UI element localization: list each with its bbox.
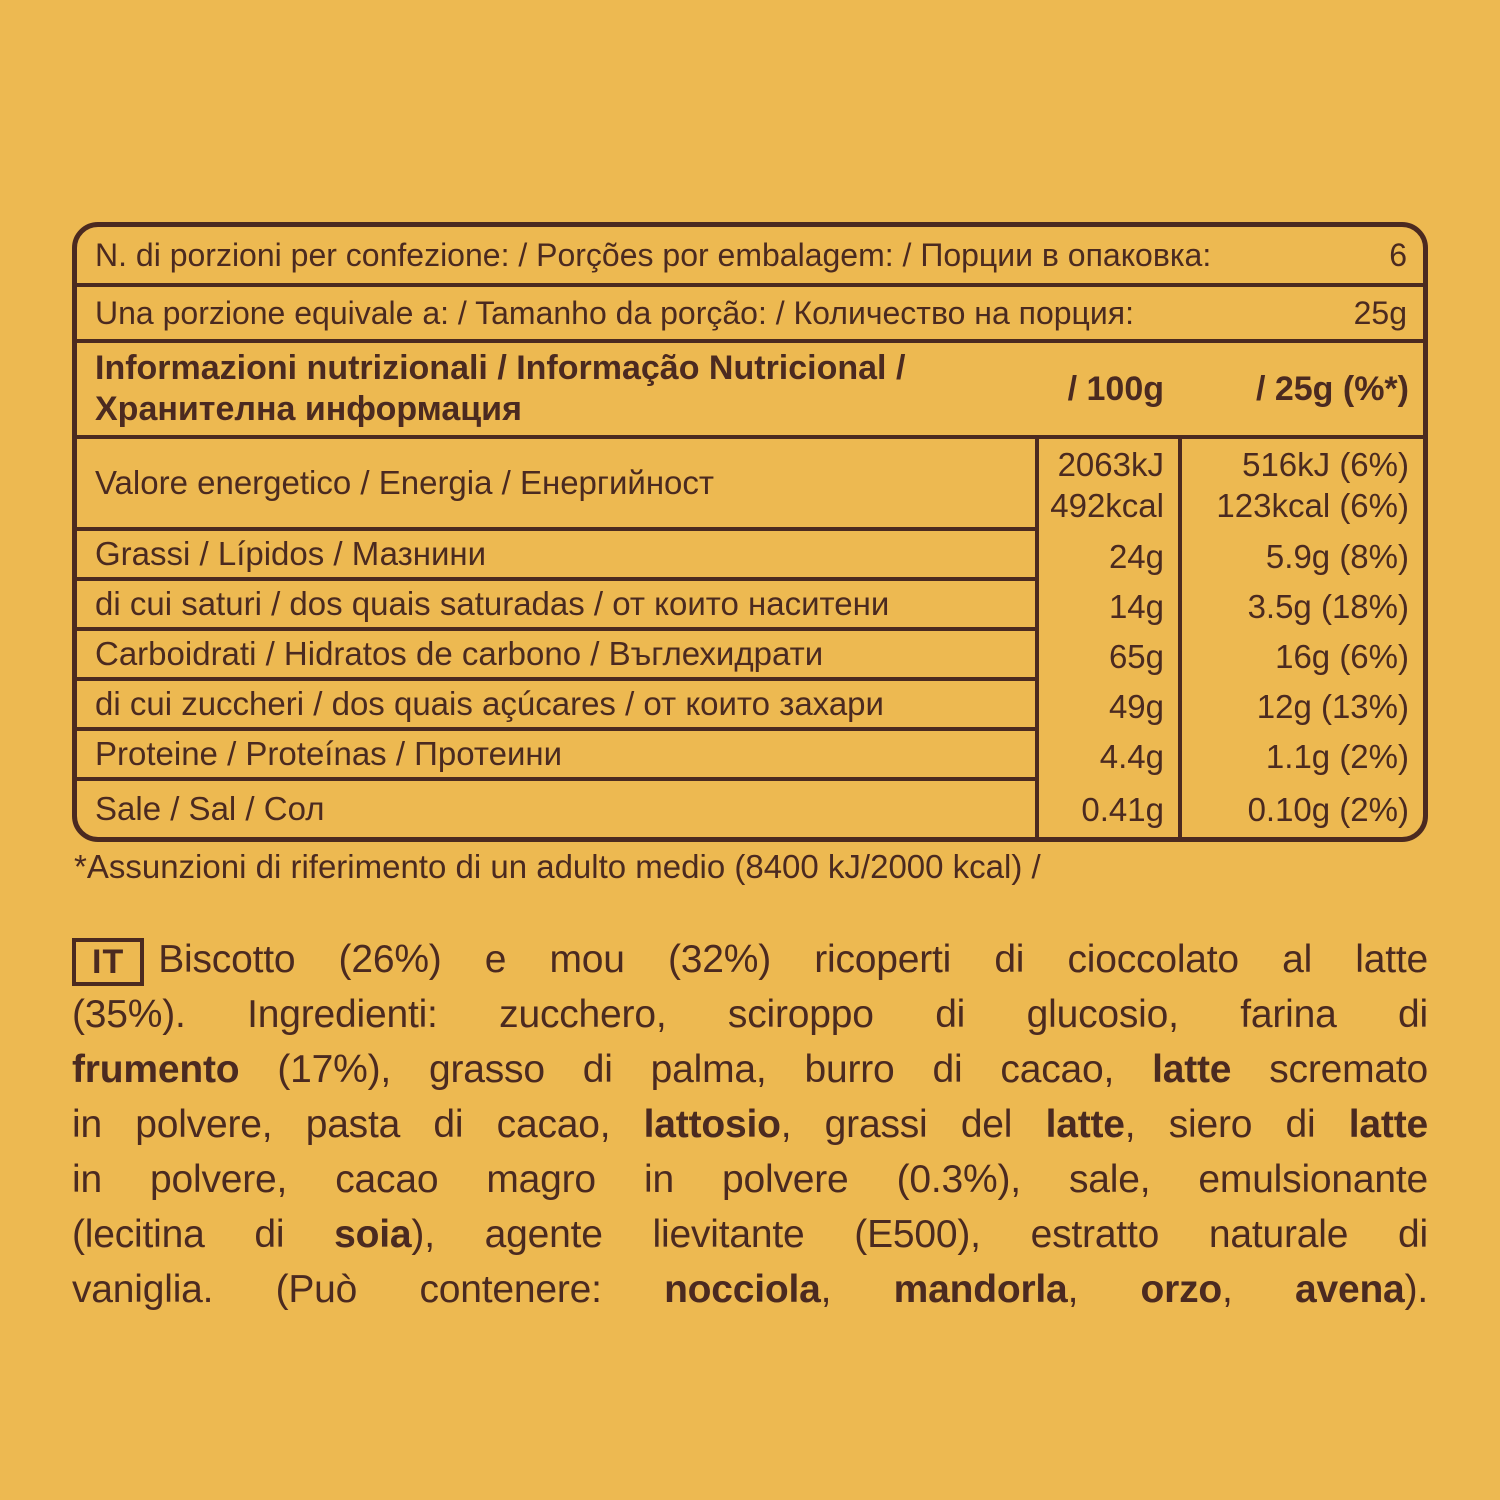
ingredient-text: , siero di <box>1124 1103 1349 1146</box>
nutrient-label-saturates: di cui saturi / dos quais saturadas / от… <box>77 581 1035 631</box>
carbohydrate-per-25g: 16g (6%) <box>1178 631 1423 681</box>
ingredients-line: in polvere, pasta di cacao, lattosio, gr… <box>72 1097 1428 1152</box>
nutrient-label-carbohydrate: Carboidrati / Hidratos de carbono / Въгл… <box>77 631 1035 681</box>
servings-per-pack-label: N. di porzioni per confezione: / Porções… <box>95 236 1212 273</box>
serving-size-label: Una porzione equivale a: / Tamanho da po… <box>95 294 1134 331</box>
nutrient-label-fat: Grassi / Lípidos / Мазнини <box>77 531 1035 581</box>
ingredient-text: vaniglia. (Può contenere: <box>72 1268 665 1311</box>
nutrition-table-body: Valore energetico / Energia / Енергийнос… <box>77 439 1423 837</box>
ingredient-text: in polvere, pasta di cacao, <box>72 1103 644 1146</box>
nutrition-table-title-line1: Informazioni nutrizionali / Informação N… <box>95 349 906 387</box>
saturates-per-25g: 3.5g (18%) <box>1178 581 1423 631</box>
sugars-per-25g: 12g (13%) <box>1178 681 1423 731</box>
ingredient-text: ). <box>1404 1268 1429 1311</box>
ingredients-line: (lecitina di soia), agente lievitante (E… <box>72 1207 1428 1262</box>
nutrient-label-protein: Proteine / Proteínas / Протеини <box>77 731 1035 781</box>
fat-per-100g: 24g <box>1035 531 1178 581</box>
ingredient-text: in polvere, cacao magro in polvere (0.3%… <box>72 1158 1428 1201</box>
ingredient-allergen-bold: nocciola <box>664 1268 821 1311</box>
ingredient-allergen-bold: soia <box>334 1213 412 1256</box>
energy-kj-per-100g: 2063kJ <box>1057 446 1164 483</box>
ingredient-allergen-bold: latte <box>1152 1048 1232 1091</box>
ingredient-text: (lecitina di <box>72 1213 335 1256</box>
servings-per-pack-row: N. di porzioni per confezione: / Porções… <box>77 227 1423 287</box>
serving-size-row: Una porzione equivale a: / Tamanho da po… <box>77 287 1423 343</box>
ingredient-text: Biscotto (26%) e mou (32%) ricoperti di … <box>158 938 1428 981</box>
ingredient-allergen-bold: latte <box>1348 1103 1428 1146</box>
ingredient-allergen-bold: latte <box>1045 1103 1125 1146</box>
energy-kcal-per-100g: 492kcal <box>1050 487 1164 524</box>
energy-per-25g: 516kJ (6%) 123kcal (6%) <box>1178 439 1423 531</box>
ingredient-allergen-bold: mandorla <box>893 1268 1068 1311</box>
ingredient-text: , <box>820 1268 894 1311</box>
ingredient-allergen-bold: lattosio <box>643 1103 781 1146</box>
ingredients-line: IT Biscotto (26%) e mou (32%) ricoperti d… <box>72 932 1428 987</box>
salt-per-25g: 0.10g (2%) <box>1178 781 1423 837</box>
ingredient-text: ), agente lievitante (E500), estratto na… <box>411 1213 1428 1256</box>
nutrition-table-title-line2: Хранителна информация <box>95 390 522 428</box>
ingredients-line: vaniglia. (Può contenere: nocciola, mand… <box>72 1262 1428 1317</box>
ingredient-allergen-bold: avena <box>1294 1268 1405 1311</box>
sugars-per-100g: 49g <box>1035 681 1178 731</box>
nutrient-label-sugars: di cui zuccheri / dos quais açúcares / о… <box>77 681 1035 731</box>
ingredient-text: , grassi del <box>780 1103 1046 1146</box>
ingredients-block: IT Biscotto (26%) e mou (32%) ricoperti d… <box>72 932 1428 1317</box>
energy-kj-per-25g: 516kJ (6%) <box>1242 446 1409 483</box>
ingredients-line: (35%). Ingredienti: zucchero, sciroppo d… <box>72 987 1428 1042</box>
language-tag-badge: IT <box>72 937 145 986</box>
salt-per-100g: 0.41g <box>1035 781 1178 837</box>
reference-intake-footnote: *Assunzioni di riferimento di un adulto … <box>74 848 1041 885</box>
carbohydrate-per-100g: 65g <box>1035 631 1178 681</box>
ingredient-text: , <box>1067 1268 1141 1311</box>
saturates-per-100g: 14g <box>1035 581 1178 631</box>
nutrition-facts-box: N. di porzioni per confezione: / Porções… <box>72 222 1428 842</box>
column-header-per-25g: / 25g (%*) <box>1255 369 1409 408</box>
serving-size-value: 25g <box>1353 294 1407 331</box>
ingredients-line: frumento (17%), grasso di palma, burro d… <box>72 1042 1428 1097</box>
nutrition-table-header: Informazioni nutrizionali / Informação N… <box>77 343 1423 439</box>
column-header-per-100g: / 100g <box>1067 369 1164 408</box>
servings-per-pack-value: 6 <box>1389 236 1407 273</box>
nutrient-label-energy: Valore energetico / Energia / Енергийнос… <box>77 439 1035 531</box>
nutrient-label-salt: Sale / Sal / Сол <box>95 790 325 827</box>
nutrition-table-title: Informazioni nutrizionali / Informação N… <box>77 348 1035 430</box>
protein-per-25g: 1.1g (2%) <box>1178 731 1423 781</box>
ingredient-allergen-bold: frumento <box>72 1048 240 1091</box>
ingredient-text: (35%). Ingredienti: zucchero, sciroppo d… <box>72 993 1428 1036</box>
energy-kcal-per-25g: 123kcal (6%) <box>1216 487 1409 524</box>
ingredients-line: in polvere, cacao magro in polvere (0.3%… <box>72 1152 1428 1207</box>
ingredient-text: (17%), grasso di palma, burro di cacao, <box>239 1048 1153 1091</box>
ingredient-text: , <box>1222 1268 1295 1311</box>
ingredient-allergen-bold: orzo <box>1140 1268 1223 1311</box>
ingredient-text: scremato <box>1231 1048 1428 1091</box>
energy-per-100g: 2063kJ 492kcal <box>1035 439 1178 531</box>
protein-per-100g: 4.4g <box>1035 731 1178 781</box>
fat-per-25g: 5.9g (8%) <box>1178 531 1423 581</box>
